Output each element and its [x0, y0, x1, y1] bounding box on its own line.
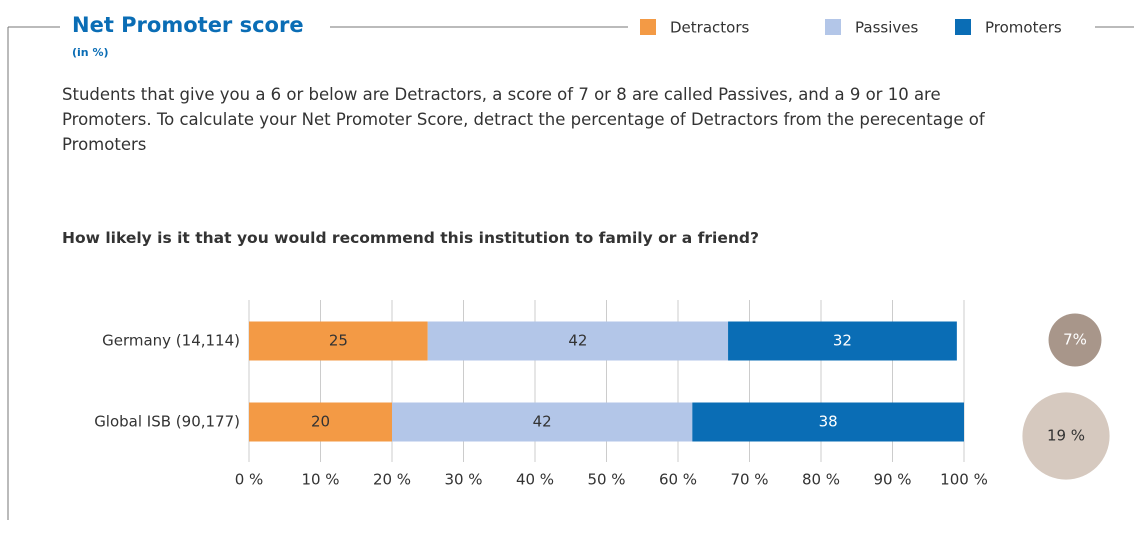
x-tick-label: 10 %	[301, 471, 339, 489]
x-tick-label: 20 %	[373, 471, 411, 489]
data-label: 25	[329, 332, 348, 350]
description: Students that give you a 6 or below are …	[62, 85, 985, 154]
net-score-bubble	[1022, 392, 1110, 480]
frame	[7, 26, 1134, 520]
net-score-label: 19 %	[1047, 427, 1085, 445]
legend-swatch	[955, 19, 971, 35]
bar-segment	[392, 402, 693, 442]
data-label: 38	[819, 413, 838, 431]
data-label: 32	[833, 332, 852, 350]
legend-label: Passives	[855, 19, 918, 37]
bar-segment	[249, 402, 392, 442]
x-tick-label: 0 %	[235, 471, 264, 489]
x-tick-label: 70 %	[730, 471, 768, 489]
data-label: 20	[311, 413, 330, 431]
y-tick-label: Germany (14,114)	[102, 332, 240, 350]
x-tick-label: 40 %	[516, 471, 554, 489]
data-label: 42	[533, 413, 552, 431]
legend-swatch	[640, 19, 656, 35]
legend-label: Promoters	[985, 19, 1062, 37]
y-tick-label: Global ISB (90,177)	[94, 413, 240, 431]
chart-title: Net Promoter score	[72, 13, 304, 37]
x-tick-label: 30 %	[444, 471, 482, 489]
legend-swatch	[825, 19, 841, 35]
bar-segment	[728, 321, 957, 361]
x-tick-label: 50 %	[587, 471, 625, 489]
x-tick-label: 60 %	[659, 471, 697, 489]
bar-segment	[692, 402, 964, 442]
net-score-bubble	[1048, 313, 1102, 367]
net-score-label: 7%	[1063, 331, 1087, 349]
bar-segment	[427, 321, 729, 361]
bar-segment	[249, 321, 428, 361]
question: How likely is it that you would recommen…	[62, 229, 760, 247]
data-label: 42	[568, 332, 587, 350]
chart-subtitle: (in %)	[72, 46, 109, 59]
x-tick-label: 80 %	[802, 471, 840, 489]
x-tick-label: 100 %	[940, 471, 988, 489]
legend-label: Detractors	[670, 19, 749, 37]
x-tick-label: 90 %	[873, 471, 911, 489]
